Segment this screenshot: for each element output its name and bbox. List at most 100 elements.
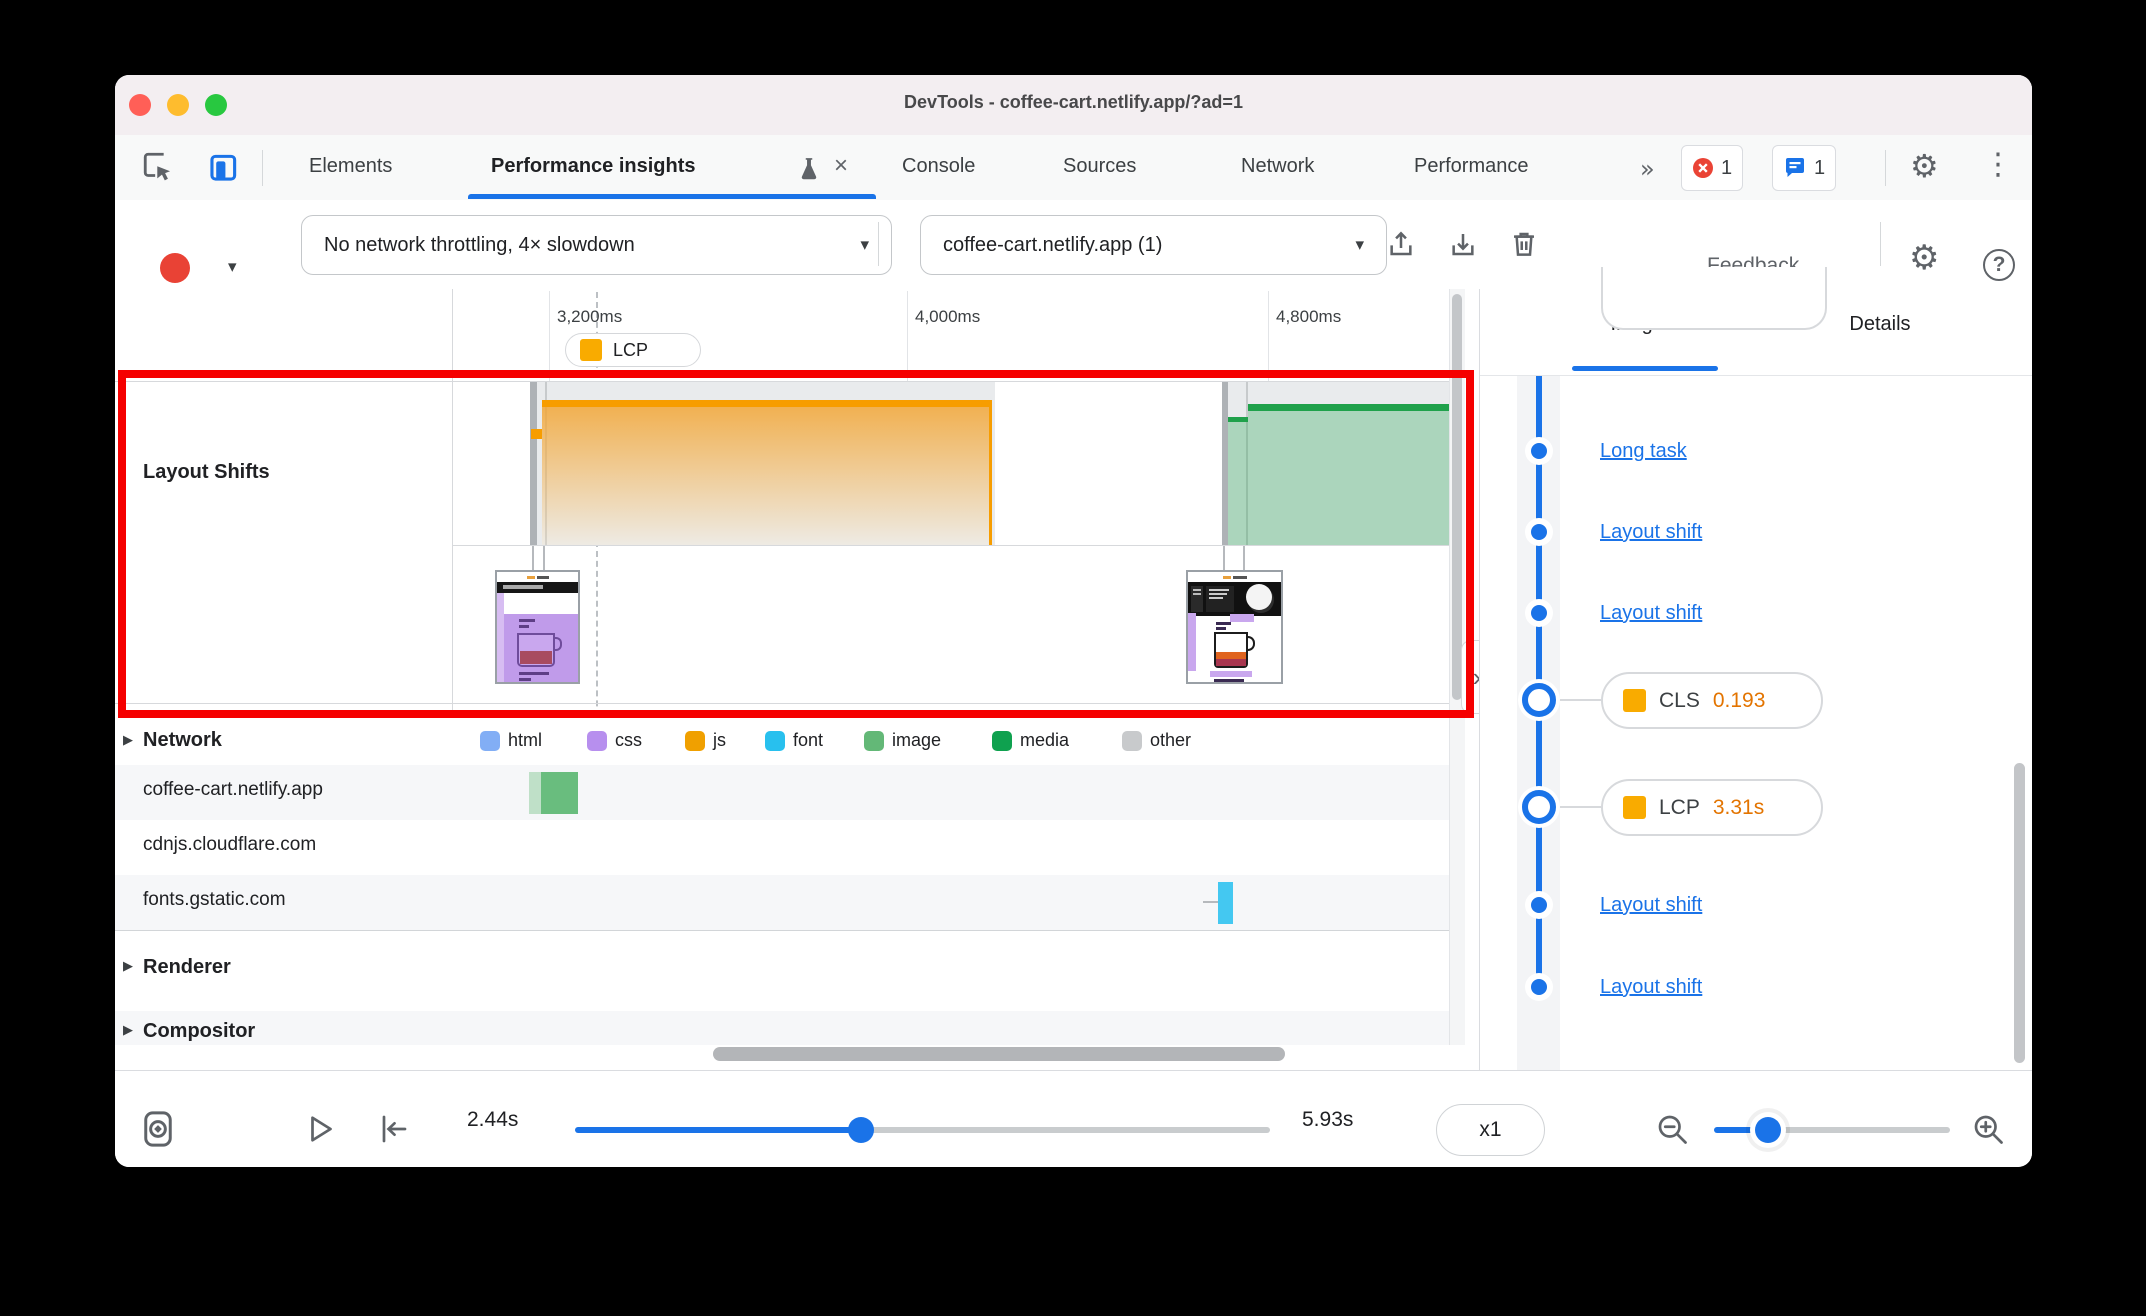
network-row-2[interactable]: cdnjs.cloudflare.com xyxy=(115,820,1449,875)
tab-network[interactable]: Network xyxy=(1241,155,1315,177)
delete-trace-icon[interactable] xyxy=(1504,224,1544,264)
track-row-divider xyxy=(452,545,1449,546)
legend-item-font: font xyxy=(765,730,823,751)
throttling-value: No network throttling, 4× slowdown xyxy=(324,233,635,256)
screenshot-connector xyxy=(1223,546,1225,572)
toolbar-divider-2 xyxy=(1880,222,1881,266)
help-icon[interactable]: ? xyxy=(1983,249,2015,281)
sidebar-tabs-divider xyxy=(1480,375,2032,376)
lcp-bar[interactable] xyxy=(542,400,992,545)
layout-shift-screenshot-2[interactable] xyxy=(1186,570,1283,684)
layout-shifts-track-label: Layout Shifts xyxy=(143,461,270,483)
pill-connector xyxy=(1553,699,1601,701)
issues-badge[interactable]: 1 xyxy=(1772,145,1837,191)
page-select[interactable]: coffee-cart.netlify.app (1) ▾ xyxy=(920,215,1387,275)
issues-count: 1 xyxy=(1814,156,1826,179)
minimize-window-button[interactable] xyxy=(167,94,189,116)
vertical-scrollbar-track[interactable] xyxy=(1449,289,1465,1045)
ruler-tick: 3,200ms xyxy=(557,307,623,326)
message-bubble-icon xyxy=(1783,156,1807,180)
tab-elements[interactable]: Elements xyxy=(309,155,393,177)
renderer-disclosure-icon[interactable]: ▶ xyxy=(123,959,133,974)
long-task-link[interactable]: Long task xyxy=(1600,440,1687,462)
ruler-tick: 4,800ms xyxy=(1276,307,1342,326)
tab-sources[interactable]: Sources xyxy=(1063,155,1137,177)
network-row-3[interactable]: fonts.gstatic.com xyxy=(115,875,1449,930)
zoom-track-left[interactable] xyxy=(1714,1127,1768,1133)
close-window-button[interactable] xyxy=(129,94,151,116)
throttling-select[interactable]: No network throttling, 4× slowdown ▾ xyxy=(301,215,892,275)
layout-shift-link-2[interactable]: Layout shift xyxy=(1600,602,1703,624)
layout-shift-link-1[interactable]: Layout shift xyxy=(1600,521,1703,543)
horizontal-scrollbar[interactable] xyxy=(713,1047,1285,1061)
playback-track-remaining[interactable] xyxy=(861,1127,1270,1133)
tab-details[interactable]: Details xyxy=(1849,313,1911,335)
playback-speed-button[interactable]: x1 xyxy=(1436,1104,1545,1156)
lcp-marker-square xyxy=(580,339,602,361)
network-row-1[interactable]: coffee-cart.netlify.app xyxy=(115,765,1449,820)
legend-item-css: css xyxy=(587,730,642,751)
playback-knob[interactable] xyxy=(848,1117,874,1143)
panel-settings-gear-icon[interactable]: ⚙ xyxy=(1909,238,1940,278)
layout-shift-link-3[interactable]: Layout shift xyxy=(1600,894,1703,916)
zoom-track-right[interactable] xyxy=(1781,1127,1950,1133)
track-bottom-border xyxy=(115,703,1449,704)
zoom-knob[interactable] xyxy=(1755,1117,1781,1143)
legend-item-other: other xyxy=(1122,730,1191,751)
device-toolbar-icon[interactable] xyxy=(203,146,245,188)
more-tabs-icon[interactable]: » xyxy=(1640,155,1655,183)
sidebar-scrollbar-thumb[interactable] xyxy=(2014,763,2025,1063)
cls-metric-pill[interactable]: CLS 0.193 xyxy=(1601,672,1823,729)
timeline-dot xyxy=(1531,897,1547,913)
maximize-window-button[interactable] xyxy=(205,94,227,116)
tab-performance-insights[interactable]: Performance insights × xyxy=(468,135,876,199)
layout-shift-link-4[interactable]: Layout shift xyxy=(1600,976,1703,998)
zoom-in-icon[interactable] xyxy=(1968,1109,2008,1149)
error-count-badge[interactable]: 1 xyxy=(1681,145,1744,191)
vertical-scrollbar-thumb[interactable] xyxy=(1452,294,1462,700)
settings-gear-icon[interactable]: ⚙ xyxy=(1910,147,1939,185)
task-edge-line-2b xyxy=(1246,382,1248,545)
record-options-caret-icon[interactable]: ▾ xyxy=(228,257,237,277)
play-button[interactable] xyxy=(300,1109,340,1149)
import-trace-icon[interactable] xyxy=(1381,224,1421,264)
media-swatch xyxy=(992,730,1012,751)
request-bar-waiting xyxy=(529,772,541,814)
legend-item-js: js xyxy=(685,730,726,751)
lcp-metric-value: 3.31s xyxy=(1712,795,1765,819)
request-bar-image[interactable] xyxy=(541,772,578,814)
paint-bar[interactable] xyxy=(1248,404,1449,545)
layout-shift-screenshot-1[interactable] xyxy=(495,570,580,684)
request-bar-font[interactable] xyxy=(1218,882,1233,924)
compositor-section-label: Compositor xyxy=(143,1020,256,1042)
ruler-gridline xyxy=(549,291,550,381)
export-trace-icon[interactable] xyxy=(1443,224,1483,264)
cls-metric-label: CLS xyxy=(1659,688,1700,712)
page-select-caret-icon: ▾ xyxy=(1355,235,1364,255)
playback-bar: 2.44s 5.93s x1 xyxy=(115,1070,2032,1167)
zoom-out-icon[interactable] xyxy=(1652,1109,1692,1149)
playback-track-elapsed[interactable] xyxy=(575,1127,861,1133)
lcp-metric-pill[interactable]: LCP 3.31s xyxy=(1601,779,1823,836)
compositor-disclosure-icon[interactable]: ▶ xyxy=(123,1023,133,1038)
tab-performance[interactable]: Performance xyxy=(1414,155,1529,177)
end-time-label: 5.93s xyxy=(1302,1108,1354,1131)
kebab-menu-icon[interactable]: ⋮ xyxy=(1983,147,2013,182)
network-disclosure-icon[interactable]: ▶ xyxy=(123,733,133,748)
network-section-header[interactable]: ▶ Network html css js font image media o… xyxy=(115,718,1449,765)
preview-toggle-icon[interactable] xyxy=(135,1106,181,1152)
skip-to-start-button[interactable] xyxy=(373,1109,413,1149)
tabbar-divider xyxy=(262,150,263,186)
cls-metric-square xyxy=(1623,689,1646,712)
timeline-dot xyxy=(1531,443,1547,459)
tab-console[interactable]: Console xyxy=(902,155,976,177)
record-button[interactable] xyxy=(160,253,190,283)
renderer-section-header[interactable]: ▶ Renderer xyxy=(115,931,1449,1011)
layout-shifts-highlight-rect xyxy=(118,370,1474,718)
close-tab-icon[interactable]: × xyxy=(834,152,849,179)
playhead-dashed-line xyxy=(596,292,598,1045)
lcp-marker-badge[interactable]: LCP xyxy=(565,333,701,367)
inspect-element-icon[interactable] xyxy=(137,146,179,188)
compositor-section-header[interactable]: ▶ Compositor xyxy=(115,1011,1449,1045)
